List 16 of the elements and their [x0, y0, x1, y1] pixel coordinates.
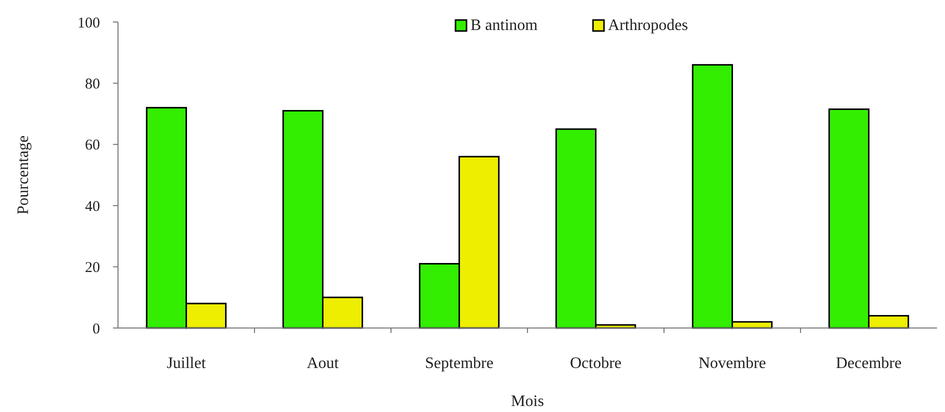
x-axis-title: Mois	[511, 393, 544, 410]
y-tick-label: 60	[85, 138, 100, 154]
x-tick-label: Novembre	[698, 355, 766, 372]
y-tick-label: 80	[85, 76, 100, 92]
y-tick-label: 100	[78, 15, 100, 32]
x-tick-label: Decembre	[836, 355, 902, 372]
legend-label: B antinom	[470, 17, 538, 34]
legend-label: Arthropodes	[608, 17, 688, 34]
x-tick-label: Octobre	[570, 355, 622, 372]
y-tick-label: 20	[85, 260, 100, 276]
y-tick-label: 40	[85, 198, 100, 215]
y-tick-label: 0	[92, 321, 100, 338]
x-tick-label: Septembre	[425, 355, 494, 372]
y-axis-title: Pourcentage	[15, 135, 32, 215]
x-tick-label: Aout	[306, 355, 340, 372]
x-tick-label: Juillet	[166, 355, 206, 372]
